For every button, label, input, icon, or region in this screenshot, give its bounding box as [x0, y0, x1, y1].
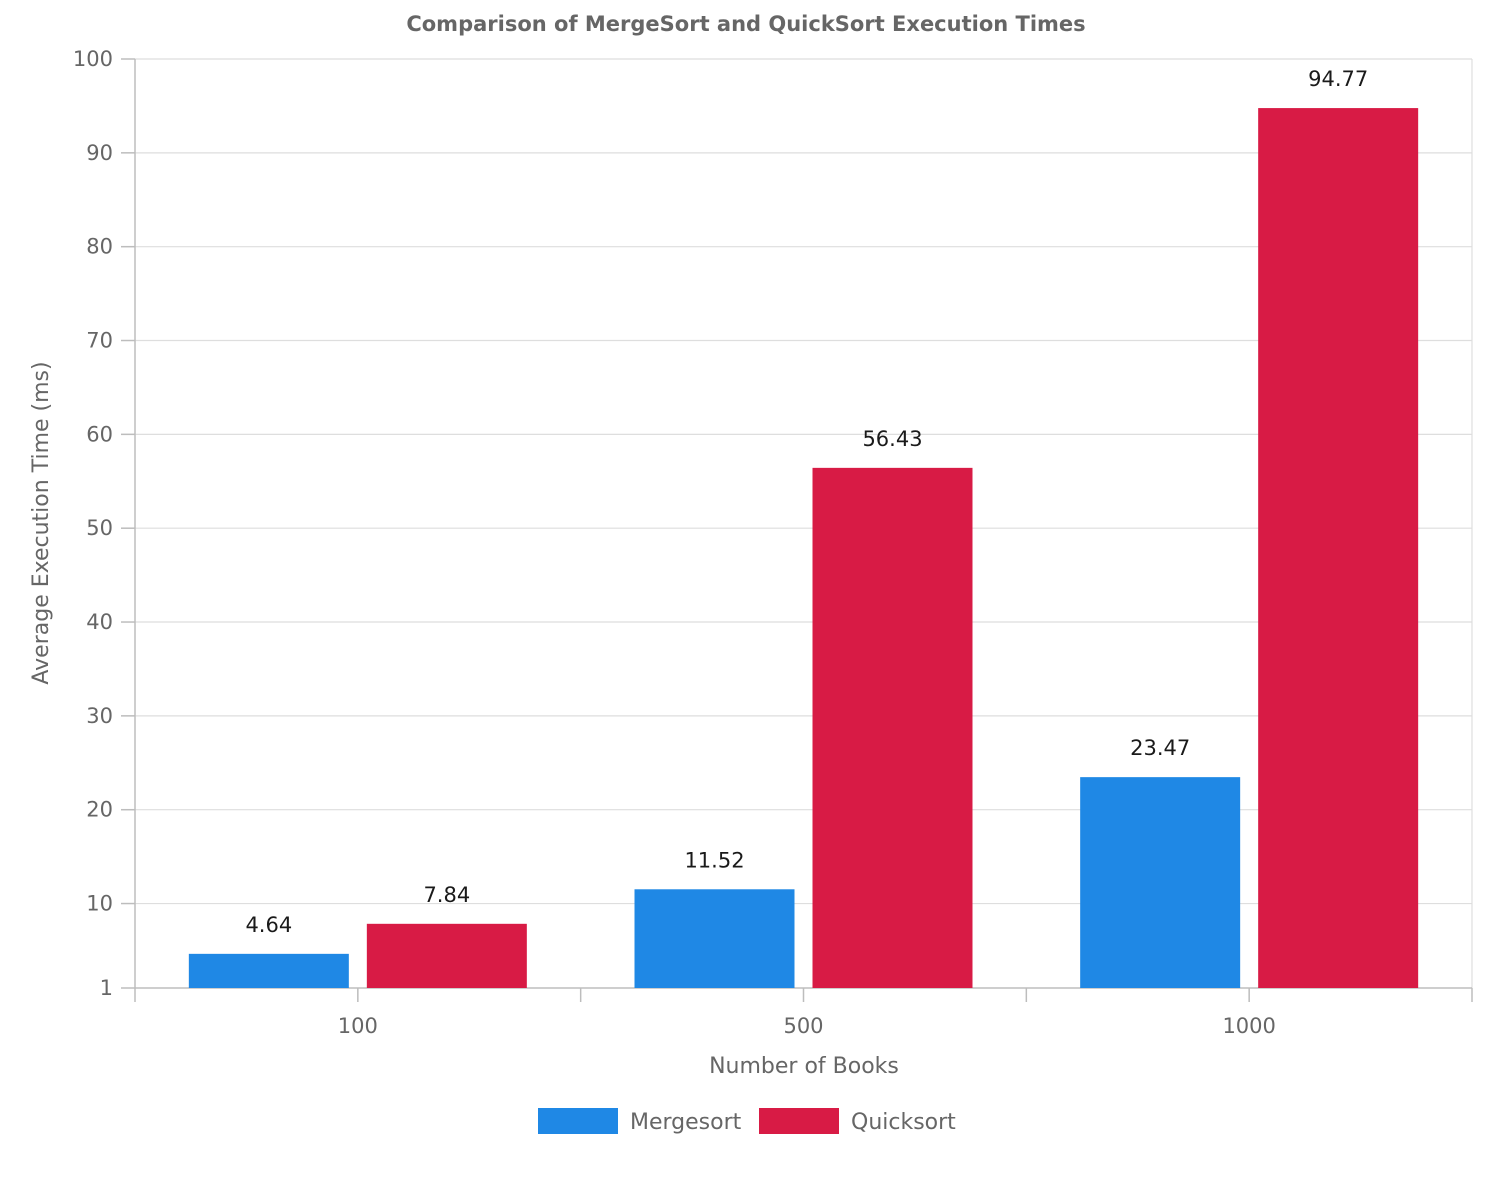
bar-quicksort-1000: [1258, 108, 1419, 989]
y-tick-label: 40: [86, 610, 113, 634]
y-tick-label: 30: [86, 704, 113, 728]
y-tick-label: 50: [86, 516, 113, 540]
bar-mergesort-1000: [1080, 777, 1241, 988]
x-tick-label: 100: [338, 1014, 378, 1038]
legend-label-mergesort: Mergesort: [630, 1110, 742, 1135]
data-label: 4.64: [245, 913, 292, 937]
y-tick-label: 100: [73, 47, 113, 71]
bar-mergesort-500: [634, 889, 795, 988]
legend: Mergesort Quicksort: [538, 1108, 956, 1135]
value-labels: 4.64 7.84 11.52 56.43 23.47 94.77: [245, 67, 1368, 937]
y-tick-label: 70: [86, 329, 113, 353]
data-label: 23.47: [1130, 736, 1190, 760]
data-label: 11.52: [684, 848, 744, 872]
legend-swatch-mergesort: [538, 1108, 618, 1134]
legend-swatch-quicksort: [759, 1108, 839, 1134]
x-axis-ticks: 100 500 1000: [134, 988, 1473, 1038]
bar-quicksort-100: [366, 923, 527, 988]
y-tick-label: 1: [100, 976, 113, 1000]
bars: [188, 108, 1419, 989]
x-tick-label: 1000: [1222, 1014, 1275, 1038]
chart-title: Comparison of MergeSort and QuickSort Ex…: [406, 12, 1085, 36]
x-axis-label: Number of Books: [709, 1054, 899, 1079]
y-tick-label: 20: [86, 798, 113, 822]
legend-label-quicksort: Quicksort: [851, 1110, 956, 1135]
y-tick-label: 60: [86, 422, 113, 446]
y-axis-ticks: 1 10 20 30 40 50 60 70 80 90 100: [73, 47, 135, 1000]
data-label: 94.77: [1308, 67, 1368, 91]
x-tick-label: 500: [783, 1014, 823, 1038]
bar-mergesort-100: [188, 953, 349, 988]
y-tick-label: 80: [86, 235, 113, 259]
bar-quicksort-500: [812, 467, 973, 988]
y-tick-label: 90: [86, 141, 113, 165]
y-axis-label: Average Execution Time (ms): [29, 361, 54, 684]
y-tick-label: 10: [86, 892, 113, 916]
data-label: 7.84: [423, 883, 470, 907]
data-label: 56.43: [862, 427, 922, 451]
